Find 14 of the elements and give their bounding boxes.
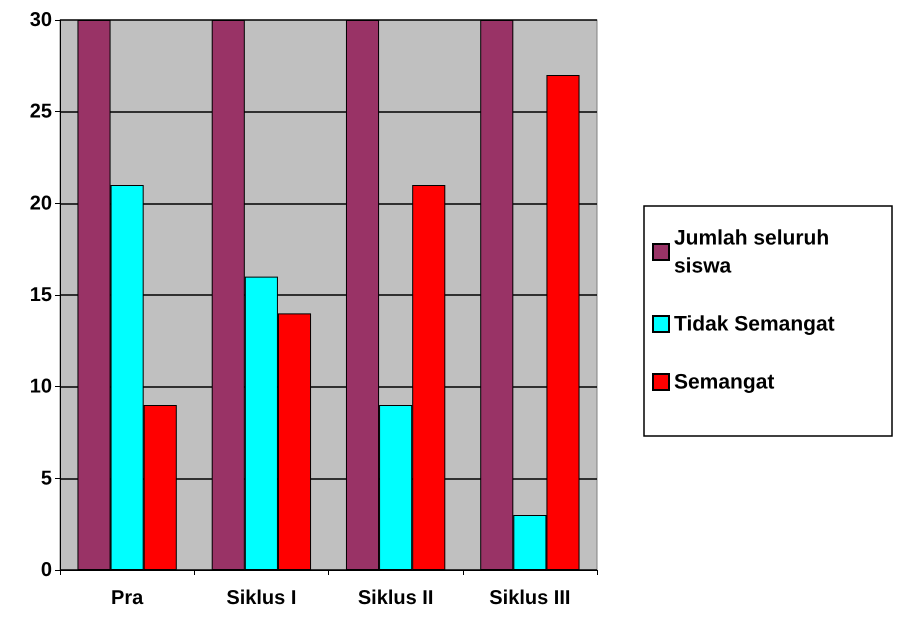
y-tick-label: 30 (30, 9, 52, 31)
x-tick-label: Pra (111, 587, 144, 609)
y-tick-label: 0 (40, 559, 52, 581)
legend-label: Semangat (674, 370, 774, 394)
y-tick-label: 5 (40, 467, 52, 490)
y-tick-label: 15 (30, 284, 52, 306)
y-tick-label: 20 (30, 192, 52, 214)
x-tick-label: Siklus I (226, 587, 296, 609)
legend-label: Tidak Semangat (674, 312, 835, 336)
legend-label: Jumlah seluruh siswa (674, 226, 836, 278)
y-tick-label: 10 (30, 376, 52, 398)
x-tick-label: Siklus II (358, 587, 434, 609)
x-tick-label: Siklus III (489, 587, 570, 609)
y-tick-label: 25 (30, 100, 52, 123)
